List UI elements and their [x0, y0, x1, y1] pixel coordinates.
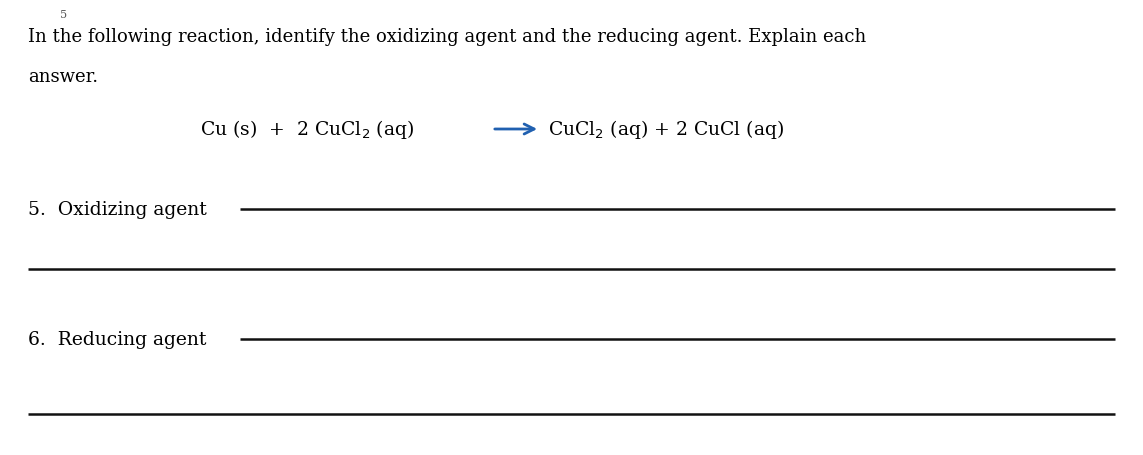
Text: CuCl$_2$ (aq) + 2 CuCl (aq): CuCl$_2$ (aq) + 2 CuCl (aq) — [547, 118, 784, 141]
Text: 5.  Oxidizing agent: 5. Oxidizing agent — [27, 201, 207, 218]
Text: 6.  Reducing agent: 6. Reducing agent — [27, 330, 207, 348]
Text: Cu (s)  +  2 CuCl$_2$ (aq): Cu (s) + 2 CuCl$_2$ (aq) — [200, 118, 414, 141]
Text: In the following reaction, identify the oxidizing agent and the reducing agent. : In the following reaction, identify the … — [27, 28, 866, 46]
Text: 5: 5 — [59, 10, 67, 20]
Text: answer.: answer. — [27, 68, 98, 86]
